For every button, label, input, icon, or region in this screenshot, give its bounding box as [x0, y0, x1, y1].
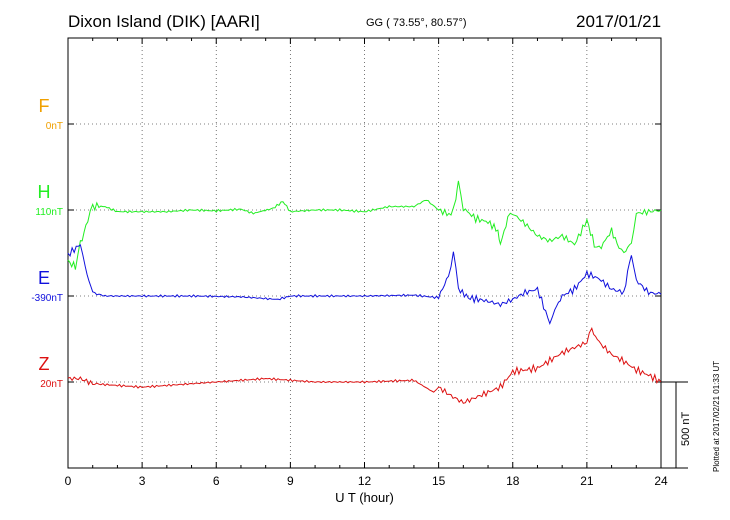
- x-tick-label: 12: [358, 474, 372, 488]
- station-coordinates: GG ( 73.55°, 80.57°): [366, 17, 467, 29]
- x-tick-label: 21: [580, 474, 594, 488]
- series-line-z: [67, 327, 662, 404]
- chart-date: 2017/01/21: [576, 12, 662, 31]
- x-tick-label: 6: [213, 474, 220, 488]
- x-tick-label: 0: [65, 474, 72, 488]
- series-label-f: F: [39, 96, 50, 116]
- series-offset-z: 20nT: [40, 379, 63, 390]
- series-label-z: Z: [39, 354, 50, 374]
- x-tick-label: 9: [287, 474, 294, 488]
- series-offset-h: 110nT: [35, 207, 63, 218]
- station-title: Dixon Island (DIK) [AARI]: [68, 12, 260, 31]
- series-line-e: [67, 244, 662, 326]
- x-tick-label: 3: [139, 474, 146, 488]
- series-offset-e: -390nT: [31, 293, 63, 304]
- series-line-h: [67, 180, 662, 270]
- x-axis-label: U T (hour): [335, 490, 394, 505]
- x-tick-label: 24: [654, 474, 668, 488]
- series-label-e: E: [38, 268, 50, 288]
- x-tick-label: 18: [506, 474, 520, 488]
- series-label-h: H: [38, 182, 51, 202]
- series-offset-f: 0nT: [46, 121, 63, 132]
- x-tick-label: 15: [432, 474, 446, 488]
